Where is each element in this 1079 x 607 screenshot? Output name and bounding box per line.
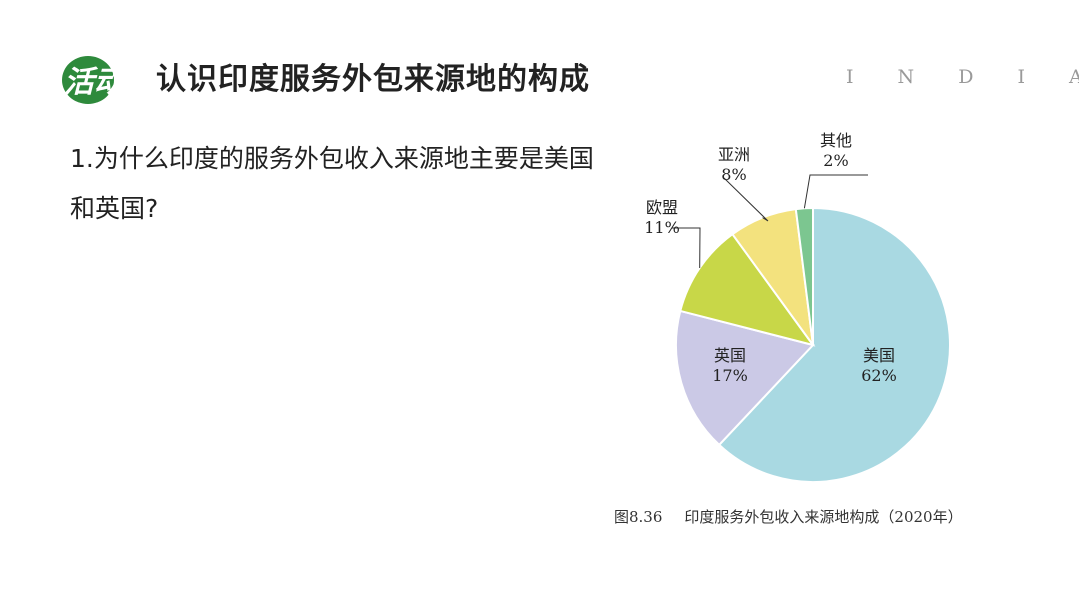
figure-caption: 图8.36 印度服务外包收入来源地构成（2020年） [614,506,963,527]
pie-slice [794,206,814,346]
leader-line [803,174,868,209]
header-tag: I N D I A [846,66,1079,88]
slice-value-label: 8% [721,165,746,184]
leader-line [672,227,701,268]
activity-logo: 活动 [62,56,128,104]
slice-label: 英国 [714,346,746,365]
page-title: 认识印度服务外包来源地的构成 [156,62,590,97]
pie-slice [717,206,951,483]
logo-text: 活动 [64,65,128,100]
slice-label: 其他 [820,131,852,150]
pie-slice [679,232,816,347]
pie-slice [675,309,815,447]
question-line-1: 1.为什么印度的服务外包收入来源地主要是美国 [70,144,594,173]
question-line-2: 和英国? [70,194,159,223]
slice-value-label: 11% [644,218,680,237]
figure-caption-text: 印度服务外包收入来源地构成（2020年） [684,508,963,526]
slice-value-label: 62% [861,366,897,385]
question-text: 1.为什么印度的服务外包收入来源地主要是美国 和英国? [70,134,650,234]
slice-label: 欧盟 [646,198,678,217]
leader-line [723,177,769,222]
logo-circle-icon [62,56,114,104]
slice-label: 亚洲 [718,145,750,164]
slice-label: 美国 [863,346,895,365]
slice-value-label: 17% [712,366,748,385]
figure-number: 图8.36 [614,508,663,526]
slice-value-label: 2% [823,151,848,170]
